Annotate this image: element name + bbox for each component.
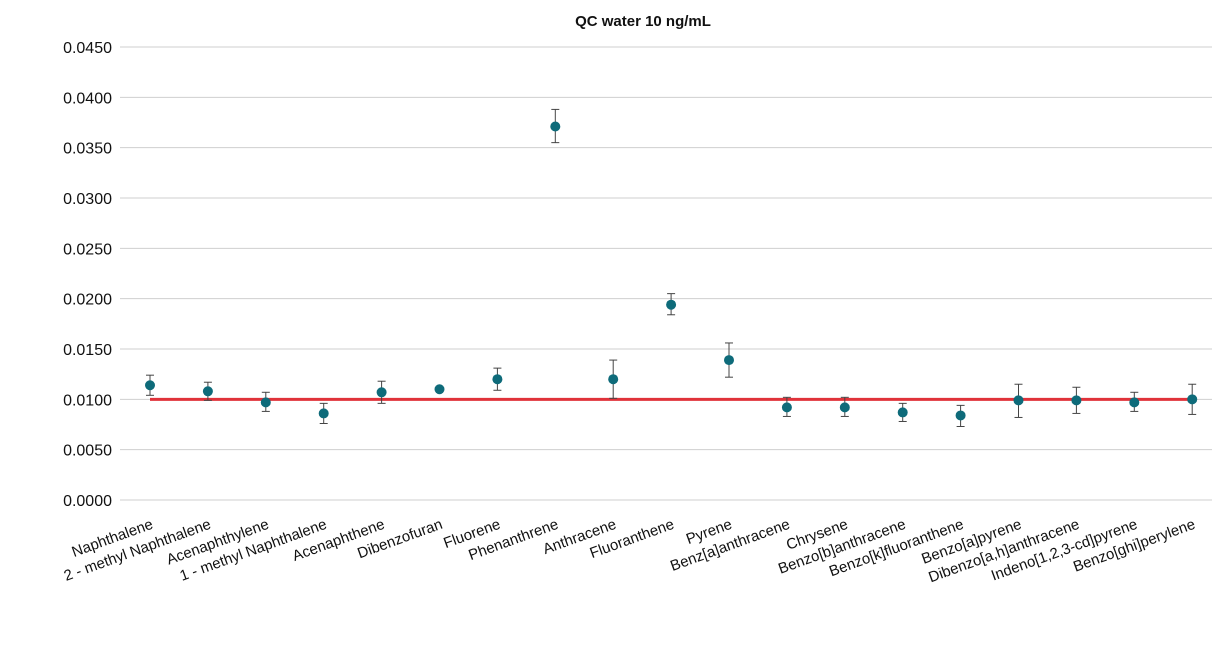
y-tick-label: 0.0250 [63,241,112,258]
data-point [145,380,155,391]
y-tick-label: 0.0100 [63,392,112,409]
chart-title: QC water 10 ng/mL [575,13,711,30]
data-point [955,410,966,421]
y-tick-label: 0.0350 [63,141,112,158]
y-tick-label: 0.0050 [63,443,112,460]
y-tick-label: 0.0400 [63,90,112,107]
data-point [608,374,619,385]
data-point [550,121,561,132]
data-point [666,299,677,310]
y-tick-label: 0.0150 [63,342,112,359]
data-point [492,374,503,385]
data-point [1071,395,1082,406]
data-point [260,397,271,408]
data-points [145,121,1198,421]
data-point [202,386,213,397]
y-tick-label: 0.0300 [63,191,112,208]
data-point [318,408,329,419]
data-point [839,402,850,413]
data-point [1129,397,1140,408]
data-point [1187,394,1198,405]
y-tick-label: 0.0000 [63,493,112,510]
data-point [781,402,792,413]
error-bars [146,108,1197,428]
data-point [434,384,445,395]
data-point [1013,395,1024,406]
y-tick-label: 0.0200 [63,292,112,309]
gridlines [120,46,1212,501]
y-axis-ticks: 0.0000 0.0050 0.0100 0.0150 0.0200 0.0250 0.03… [63,40,112,510]
data-point [376,387,387,398]
data-point [897,407,908,418]
data-point [724,355,734,366]
y-tick-label: 0.0450 [63,40,112,57]
